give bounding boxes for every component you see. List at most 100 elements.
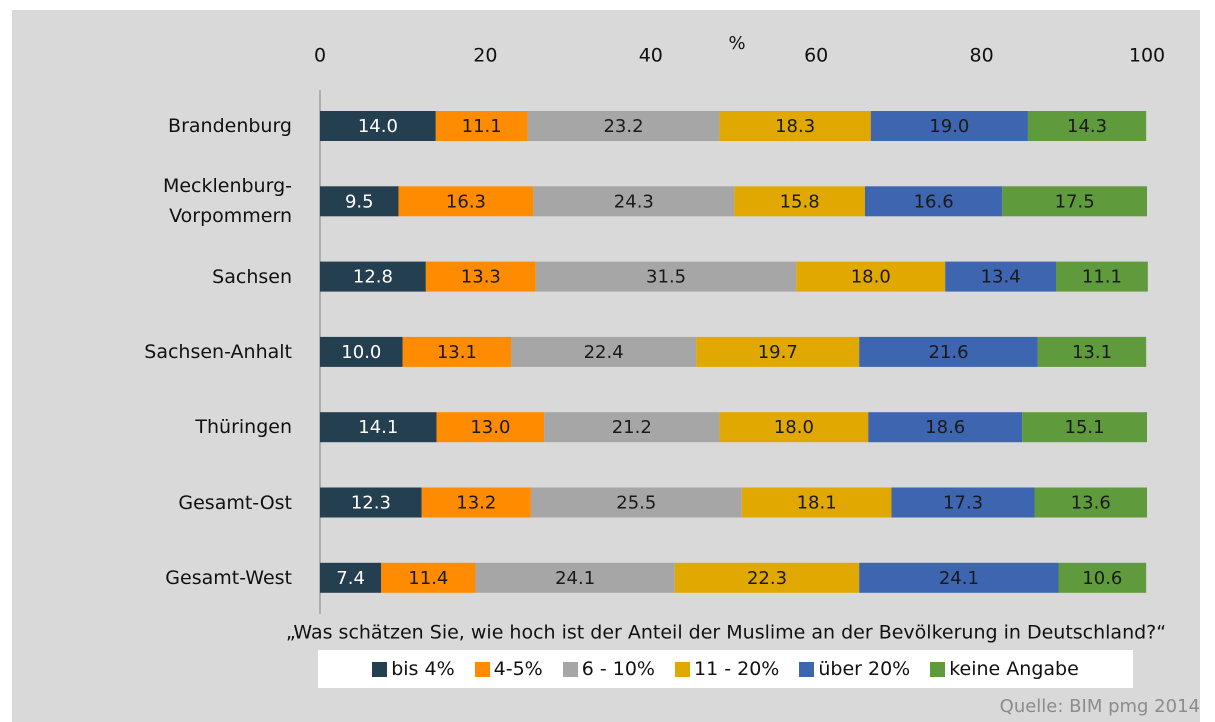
data-label: 11.4 [408,568,448,589]
legend-swatch [675,661,690,677]
data-label: 13.0 [470,417,510,438]
bar-segment [1056,261,1148,292]
x-tick-label: 40 [639,45,663,67]
legend-swatch [930,661,946,677]
bar-segment [1027,111,1147,141]
data-label: 13.6 [1071,493,1111,514]
legend-label: 6 - 10% [581,658,655,680]
legend-item: bis 4% [372,658,455,680]
data-label: 23.2 [603,116,643,137]
category-label: Sachsen [212,265,292,288]
legend-item: über 20% [799,658,910,680]
data-label: 17.3 [943,493,983,514]
bar-segment [859,336,1038,367]
bar-segment [320,562,382,593]
question: „Was schätzen Sie, wie hoch ist der Ante… [286,622,1166,644]
bar-segment [320,186,399,217]
data-label: 22.3 [747,568,787,589]
bar-segment [1037,336,1147,367]
axis-label: % [728,33,745,54]
legend-item: 11 - 20% [675,658,779,680]
bar-segment [719,412,869,443]
data-label: 31.5 [646,267,686,288]
data-label: 19.7 [758,342,798,363]
bar-segment [741,487,892,518]
data-label: 24.1 [939,568,979,589]
bar-segment [870,111,1028,141]
data-label: 13.4 [981,267,1021,288]
data-label: 12.3 [351,493,391,514]
bar-segment [475,562,675,593]
category-label: Gesamt-West [165,566,292,589]
data-label: 24.3 [614,191,654,212]
bar-segment [381,562,476,593]
x-tick-label: 60 [804,45,828,67]
bar-segment [402,336,512,367]
data-label: 11.1 [462,116,502,137]
bar-segment [320,487,422,518]
legend-label: über 20% [818,658,911,680]
bar-segment [535,261,797,292]
legend-item: 6 - 10% [562,658,655,680]
x-tick-label: 100 [1129,45,1165,67]
legend-swatch [474,661,490,677]
bar-segment [868,412,1023,443]
data-label: 14.1 [358,417,398,438]
data-label: 15.1 [1065,417,1105,438]
legend-item: 4-5% [474,658,543,680]
legend-label: keine Angabe [949,658,1079,680]
data-label: 13.2 [456,493,496,514]
data-label: 10.6 [1082,568,1122,589]
data-label: 18.3 [775,116,815,137]
data-label: 18.0 [774,417,814,438]
legend-swatch [562,661,578,677]
bar-segment [859,562,1059,593]
bar-segment [436,412,545,443]
legend-label: bis 4% [391,658,455,680]
data-label: 14.0 [358,116,398,137]
bar-segment [320,111,436,141]
category-label: Brandenburg [168,115,292,137]
category-label: Sachsen-Anhalt [144,340,292,363]
bar-segment [398,186,534,217]
source: Quelle: BIM pmg 2014 [1000,696,1200,717]
bar-segment [320,412,437,443]
x-tick-label: 80 [970,45,994,67]
category-label: Thüringen [195,416,292,439]
bar-segment [891,487,1035,518]
bar-segment [527,111,720,141]
bar-segment [320,336,403,367]
data-label: 17.5 [1055,191,1095,212]
legend-swatch [799,661,815,677]
data-label: 9.5 [345,191,374,212]
data-label: 22.4 [584,342,624,363]
data-label: 18.0 [851,267,891,288]
bar-segment [533,186,735,217]
legend-item: keine Angabe [930,658,1079,680]
x-tick-label: 20 [473,45,497,67]
legend-label: 11 - 20% [694,658,780,680]
data-label: 15.8 [780,191,820,212]
bar-segment [864,186,1003,217]
bar-segment [425,261,536,292]
data-label: 25.5 [616,493,656,514]
bar-segment [674,562,860,593]
data-label: 13.1 [437,342,477,363]
data-label: 7.4 [336,568,365,589]
bar-segment [1022,412,1147,443]
legend: bis 4% 4-5% 6 - 10% 11 - 20% über 20% keine A… [318,650,1133,688]
bar-segment [1002,186,1147,217]
x-tick-label: 0 [314,45,326,67]
data-label: 19.0 [929,116,969,137]
bar-segment [1058,562,1147,593]
data-label: 24.1 [555,568,595,589]
bar-segment [796,261,946,292]
data-label: 21.2 [612,417,652,438]
bar-segment [530,487,742,518]
bar-segment [734,186,865,217]
data-label: 18.6 [925,417,965,438]
data-label: 14.3 [1067,116,1107,137]
data-label: 21.6 [928,342,968,363]
